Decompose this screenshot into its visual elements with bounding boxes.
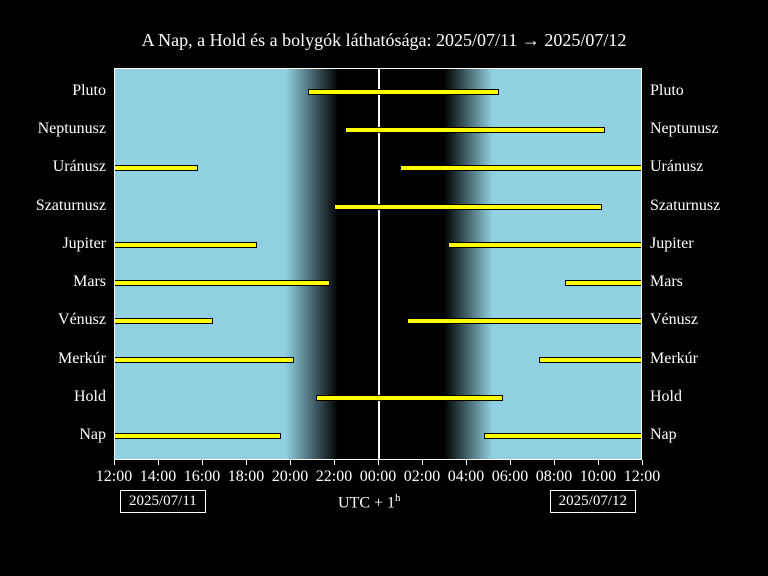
y-label-right: Hold <box>650 388 682 406</box>
y-label-right: Uránusz <box>650 158 703 176</box>
plot-area <box>114 68 642 460</box>
y-label-right: Nap <box>650 426 677 444</box>
y-label-right: Pluto <box>650 82 684 100</box>
y-label-left: Uránusz <box>53 158 106 176</box>
visibility-bar <box>565 280 642 286</box>
visibility-bar <box>539 357 642 363</box>
x-tick-label: 18:00 <box>228 468 264 486</box>
x-tick-mark <box>114 460 115 465</box>
y-label-right: Vénusz <box>650 311 698 329</box>
x-tick-label: 12:00 <box>96 468 132 486</box>
y-label-right: Merkúr <box>650 350 698 368</box>
y-label-left: Jupiter <box>62 235 106 253</box>
x-tick-mark <box>510 460 511 465</box>
x-tick-label: 20:00 <box>272 468 308 486</box>
x-tick-mark <box>378 460 379 465</box>
visibility-bar <box>114 280 330 286</box>
visibility-bar <box>334 204 602 210</box>
y-label-left: Merkúr <box>58 350 106 368</box>
x-tick-label: 06:00 <box>492 468 528 486</box>
x-tick-mark <box>202 460 203 465</box>
visibility-bar <box>114 433 281 439</box>
x-tick-mark <box>290 460 291 465</box>
y-label-left: Vénusz <box>58 311 106 329</box>
x-tick-label: 00:00 <box>360 468 396 486</box>
visibility-bar <box>114 242 257 248</box>
date-box-right: 2025/07/12 <box>550 490 636 513</box>
x-tick-mark <box>642 460 643 465</box>
y-label-left: Mars <box>73 273 106 291</box>
x-tick-label: 12:00 <box>624 468 660 486</box>
y-label-right: Neptunusz <box>650 120 718 138</box>
chart-title: A Nap, a Hold és a bolygók láthatósága: … <box>0 30 768 51</box>
visibility-bar <box>345 127 605 133</box>
visibility-bar <box>114 318 213 324</box>
x-axis-label: UTC + 1h <box>338 492 401 512</box>
y-label-right: Mars <box>650 273 683 291</box>
x-tick-label: 16:00 <box>184 468 220 486</box>
y-label-left: Nap <box>79 426 106 444</box>
x-tick-mark <box>246 460 247 465</box>
x-tick-label: 10:00 <box>580 468 616 486</box>
x-tick-label: 04:00 <box>448 468 484 486</box>
y-label-left: Pluto <box>72 82 106 100</box>
date-box-left: 2025/07/11 <box>120 490 206 513</box>
visibility-bar <box>114 357 294 363</box>
x-tick-label: 22:00 <box>316 468 352 486</box>
x-tick-mark <box>598 460 599 465</box>
y-label-right: Jupiter <box>650 235 694 253</box>
visibility-bar <box>308 89 499 95</box>
visibility-bar <box>407 318 642 324</box>
y-label-left: Szaturnusz <box>36 197 106 215</box>
x-tick-mark <box>554 460 555 465</box>
x-tick-mark <box>422 460 423 465</box>
x-tick-mark <box>334 460 335 465</box>
visibility-bar <box>484 433 642 439</box>
y-label-left: Neptunusz <box>38 120 106 138</box>
y-label-left: Hold <box>74 388 106 406</box>
y-label-right: Szaturnusz <box>650 197 720 215</box>
visibility-bar <box>400 165 642 171</box>
visibility-bar <box>448 242 642 248</box>
x-tick-mark <box>466 460 467 465</box>
x-tick-label: 08:00 <box>536 468 572 486</box>
x-tick-label: 02:00 <box>404 468 440 486</box>
visibility-bar <box>114 165 198 171</box>
x-tick-mark <box>158 460 159 465</box>
visibility-bar <box>316 395 503 401</box>
x-tick-label: 14:00 <box>140 468 176 486</box>
